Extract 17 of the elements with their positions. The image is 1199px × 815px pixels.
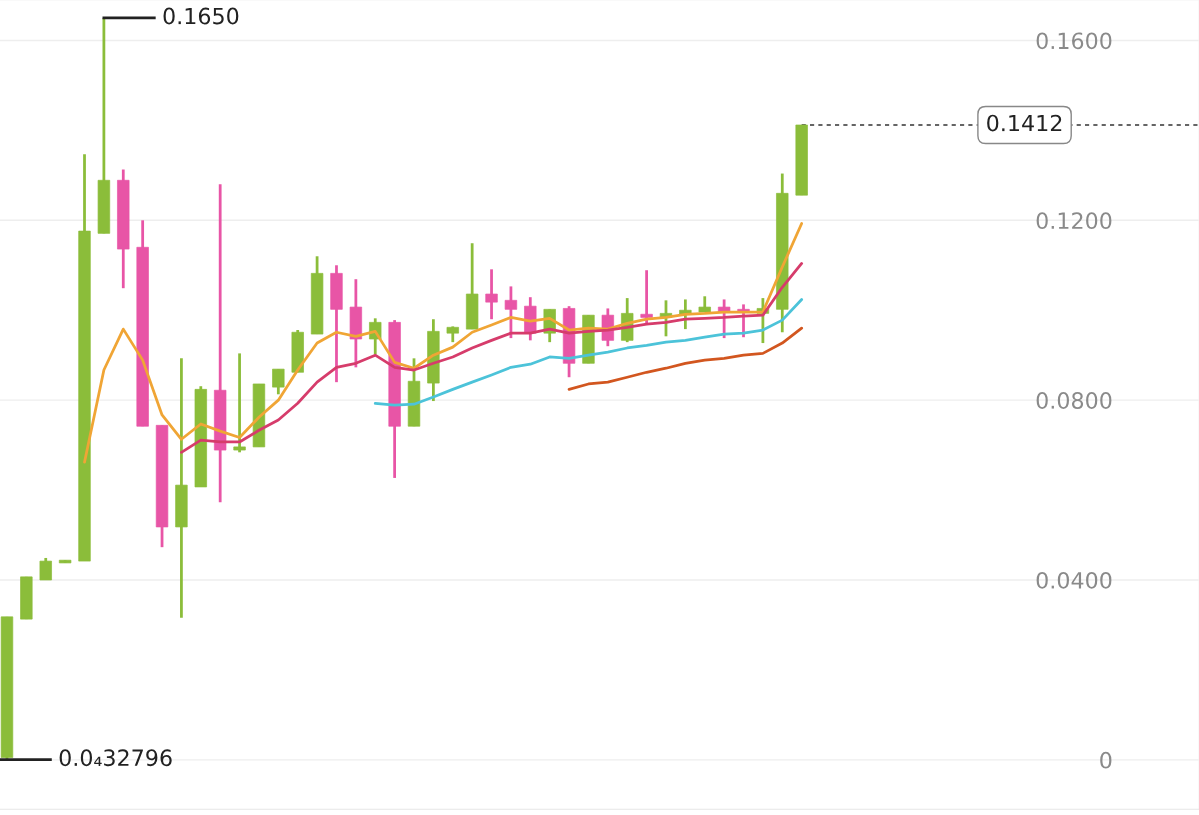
- y-tick-label: 0.1600: [1036, 32, 1112, 50]
- candlestick: [233, 352, 246, 454]
- candlestick: [39, 556, 52, 582]
- y-tick-label: 0.0400: [1036, 571, 1112, 589]
- line-series: [83, 222, 804, 464]
- line-series: [373, 298, 804, 407]
- candlestick: [272, 367, 285, 396]
- annotation: 0.1650: [163, 7, 239, 25]
- y-tick-label: 0.1200: [1036, 212, 1112, 230]
- y-tick-label: 0.0800: [1036, 392, 1112, 409]
- line-series: [180, 262, 804, 454]
- candlestick: [504, 285, 518, 340]
- candlestick: [485, 267, 498, 321]
- line-series: [567, 326, 804, 391]
- annotation: 0.0₄32796: [59, 749, 172, 767]
- y-tick-label: 0: [1100, 751, 1112, 769]
- ref-line-label: 0.1412: [987, 114, 1062, 132]
